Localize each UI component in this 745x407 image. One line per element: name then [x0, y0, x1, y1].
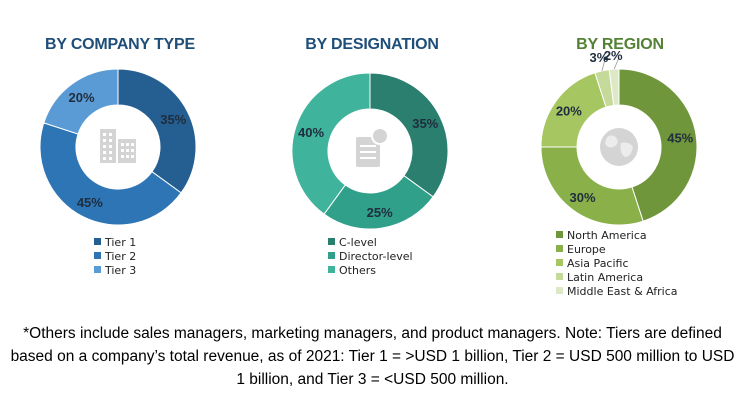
legend-swatch — [94, 252, 101, 259]
label-north-america: 45% — [667, 130, 693, 145]
legend-swatch — [556, 231, 563, 238]
slice-tier-2 — [39, 122, 182, 226]
slice-tier-1 — [117, 68, 197, 194]
label-tier-1: 35% — [160, 112, 186, 127]
legend-item-tier-3: Tier 3 — [94, 264, 136, 278]
legend-item-director-level: Director-level — [328, 250, 413, 264]
legend-item-asia-pacific: Asia Pacific — [556, 257, 678, 271]
legend-swatch — [328, 266, 335, 273]
legend-item-others: Others — [328, 264, 413, 278]
footnote: *Others include sales managers, marketin… — [10, 325, 735, 388]
donut-designation: 35% 25% 40% — [291, 72, 449, 230]
label-tier-3: 20% — [69, 90, 95, 105]
slice-tier-3 — [43, 68, 119, 135]
chart-region: BY REGION 45% 30% 20% 3% 2% North America Eur… — [540, 0, 700, 310]
legend-label: Europe — [567, 243, 606, 256]
label-c-level: 35% — [412, 116, 438, 131]
legend-item-middle-east-africa: Middle East & Africa — [556, 285, 678, 299]
document-user-icon — [356, 127, 389, 167]
label-latin-america: 3% — [590, 50, 609, 65]
legend-swatch — [94, 266, 101, 273]
legend-label: Middle East & Africa — [567, 285, 678, 298]
slice-europe — [540, 146, 644, 226]
legend-label: North America — [567, 229, 647, 242]
legend-label: Others — [339, 264, 376, 277]
slice-others — [291, 72, 371, 215]
label-asia-pacific: 20% — [556, 104, 582, 119]
legend-item-europe: Europe — [556, 243, 678, 257]
legend-item-tier-2: Tier 2 — [94, 250, 136, 264]
legend-label: Tier 3 — [105, 264, 137, 277]
leader-line — [601, 59, 606, 71]
donut-region: 45% 30% 20% 3%2% — [540, 48, 698, 226]
legend-label: Latin America — [567, 271, 644, 284]
chart-title-designation: BY DESIGNATION — [305, 36, 439, 53]
legend-company-type: Tier 1 Tier 2 Tier 3 — [94, 236, 136, 278]
chart-title-region: BY REGION — [576, 36, 664, 53]
globe-icon — [600, 128, 638, 166]
label-europe: 30% — [570, 190, 596, 205]
legend-item-north-america: North America — [556, 229, 678, 243]
label-tier-2: 45% — [77, 195, 103, 210]
legend-item-tier-1: Tier 1 — [94, 236, 136, 250]
legend-swatch — [556, 259, 563, 266]
legend-swatch — [94, 238, 101, 245]
label-others: 40% — [298, 125, 324, 140]
legend-label: Tier 1 — [105, 236, 137, 249]
legend-swatch — [328, 252, 335, 259]
legend-swatch — [556, 273, 563, 280]
legend-label: Asia Pacific — [567, 257, 629, 270]
chart-title-company-type: BY COMPANY TYPE — [45, 36, 195, 53]
donut-company-type: 35% 45% 20% — [39, 68, 197, 226]
label-director-level: 25% — [367, 205, 393, 220]
legend-item-latin-america: Latin America — [556, 271, 678, 285]
legend-label: Tier 2 — [105, 250, 137, 263]
legend-region: North America Europe Asia Pacific Latin Ame… — [556, 229, 678, 299]
slice-north-america — [618, 68, 698, 222]
legend-swatch — [556, 287, 563, 294]
slice-middle-east-africa — [608, 68, 620, 106]
slice-c-level — [369, 72, 449, 198]
chart-company-type: BY COMPANY TYPE 35% 45% 20% Tier 1 Tier 2 Ti… — [39, 0, 200, 310]
leader-line — [613, 57, 620, 70]
legend-swatch — [556, 245, 563, 252]
legend-swatch — [328, 238, 335, 245]
legend-label: Director-level — [339, 250, 413, 263]
chart-designation: BY DESIGNATION 35% 25% 40% C-level Director… — [291, 0, 452, 310]
building-icon — [100, 129, 136, 163]
legend-label: C-level — [339, 236, 377, 249]
label-middle-east-africa: 2% — [604, 48, 623, 63]
legend-item-c-level: C-level — [328, 236, 413, 250]
legend-designation: C-level Director-level Others — [328, 236, 413, 278]
